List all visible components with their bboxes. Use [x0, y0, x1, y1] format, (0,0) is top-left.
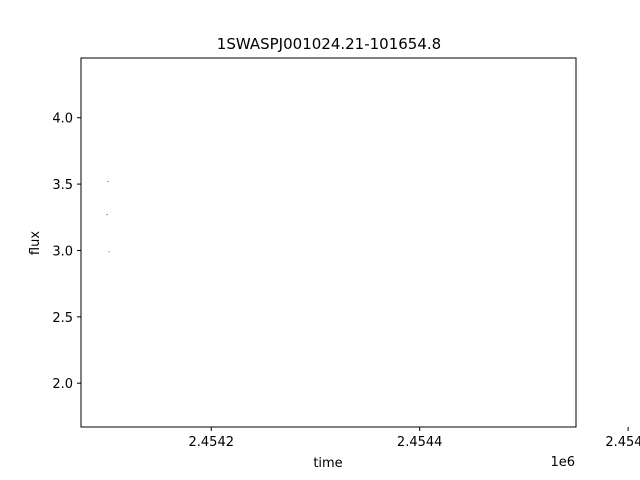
scatter-points	[106, 68, 640, 410]
chart-title: 1SWASPJ001024.21-101654.8	[217, 35, 441, 53]
